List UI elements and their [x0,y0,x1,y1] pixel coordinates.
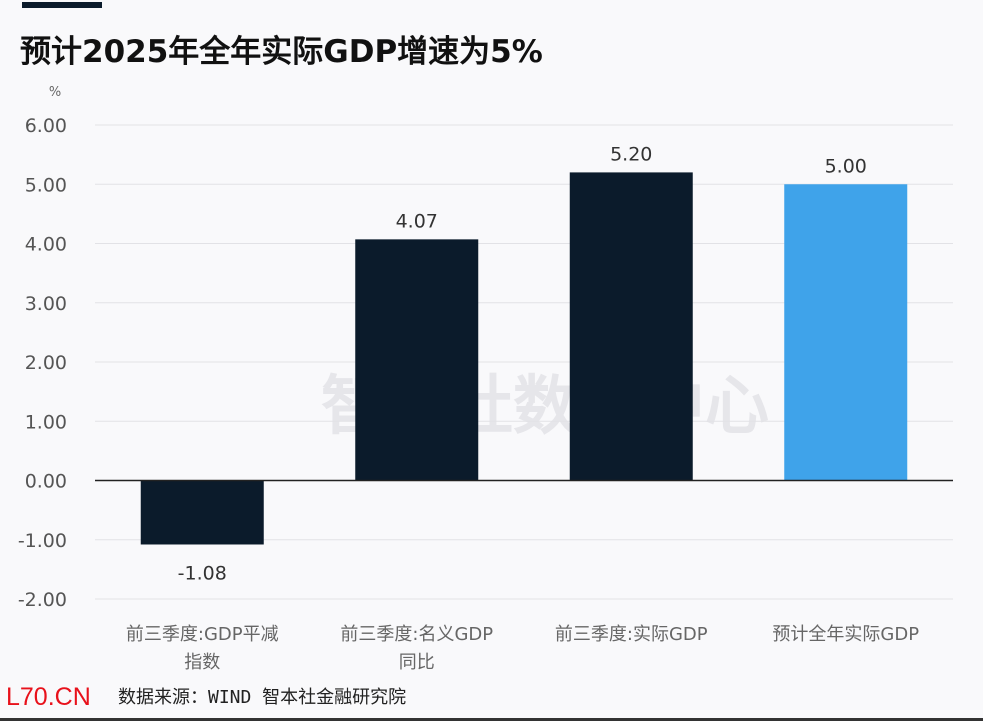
bottom-border [0,718,983,721]
x-tick-label: 预计全年实际GDP [772,624,919,645]
data-label: 4.07 [396,210,438,232]
y-tick-label: 5.00 [25,174,67,196]
x-tick-label: 前三季度:实际GDP [555,624,708,645]
title-accent-bar [22,2,102,8]
chart-title: 预计2025年全年实际GDP增速为5% [20,34,543,70]
data-label: -1.08 [178,562,227,584]
y-axis-unit: % [49,85,61,100]
y-tick-label: 1.00 [25,411,67,433]
bar [569,172,693,481]
x-tick-label: 同比 [399,652,435,673]
x-tick-label: 前三季度:名义GDP [340,624,493,645]
y-tick-label: -2.00 [18,589,67,611]
y-tick-label: 4.00 [25,234,67,256]
y-tick-label: 6.00 [25,115,67,137]
y-tick-label: -1.00 [18,530,67,552]
x-tick-label: 指数 [184,652,220,673]
bar [355,239,479,481]
y-tick-label: 0.00 [25,471,67,493]
bar [140,480,264,545]
y-tick-label: 2.00 [25,352,67,374]
data-label: 5.00 [825,155,867,177]
source-note: 数据来源：WIND 智本社金融研究院 [118,687,407,708]
site-watermark: L70.CN [6,683,91,711]
bar [784,184,908,481]
y-tick-label: 3.00 [25,293,67,315]
x-tick-label: 前三季度:GDP平减 [126,624,279,645]
data-label: 5.20 [610,143,652,165]
